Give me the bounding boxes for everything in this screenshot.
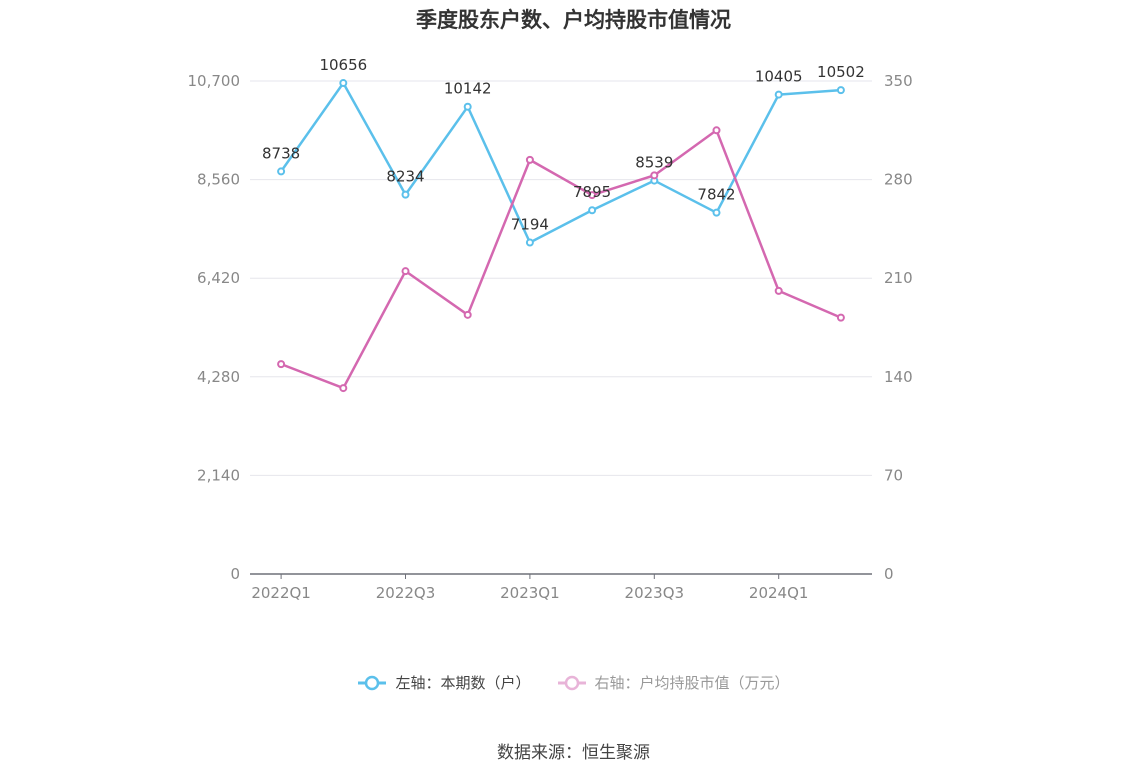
axes: 0 0 2,140 70 4,280 140 6,420 210 8,560 280 10,700 3… (188, 72, 913, 602)
data-label: 10502 (817, 63, 865, 81)
data-point-right (774, 286, 783, 295)
data-point-left (463, 102, 472, 111)
series-line-left (280, 81, 841, 244)
chart-canvas: 0 0 2,140 70 4,280 140 6,420 210 8,560 280 10,700 3… (188, 56, 913, 602)
data-label: 10405 (755, 68, 803, 86)
data-point-right (463, 310, 472, 319)
x-axis-tick-label: 2023Q3 (625, 584, 685, 602)
data-point-left (712, 208, 721, 217)
data-point-left (836, 86, 845, 95)
data-point-right (525, 155, 534, 164)
left-axis-tick-label: 2,140 (197, 466, 240, 484)
data-point-left (277, 167, 286, 176)
right-axis-tick-label: 70 (884, 466, 903, 484)
grid-lines (250, 80, 872, 476)
data-source: 数据来源：恒生聚源 (497, 743, 650, 763)
left-axis-tick-label: 4,280 (197, 368, 240, 386)
data-label: 10656 (319, 56, 367, 74)
right-axis-tick-label: 210 (884, 269, 913, 287)
right-axis-tick-label: 140 (884, 368, 913, 386)
right-axis-tick-label: 280 (884, 171, 913, 189)
legend-item-left-axis[interactable]: 左轴：本期数（户） (357, 672, 531, 693)
data-label: 7194 (511, 216, 549, 234)
left-axis-tick-label: 10,700 (188, 72, 241, 90)
data-label: 8738 (262, 144, 300, 162)
legend-right-label: 右轴：户均持股市值（万元） (594, 674, 790, 692)
legend-item-right-axis[interactable]: 右轴：户均持股市值（万元） (557, 672, 790, 693)
data-point-left (339, 79, 348, 88)
legend-left-marker-icon (358, 675, 387, 690)
right-axis-tick-label: 0 (884, 565, 894, 583)
legend-right-marker-icon (557, 675, 586, 690)
data-point-left (525, 238, 534, 247)
left-axis-tick-label: 6,420 (197, 269, 240, 287)
series-lines (277, 79, 845, 393)
chart-title: 季度股东户数、户均持股市值情况 (416, 8, 731, 32)
data-label: 10142 (444, 80, 492, 98)
right-axis-tick-label: 350 (884, 72, 913, 90)
data-label: 7842 (697, 186, 735, 204)
data-point-right (836, 313, 845, 322)
data-point-left (774, 90, 783, 99)
data-labels: 8738 10656 8234 10142 7194 7895 8539 7842 10405 1… (262, 56, 865, 234)
x-axis-tick-label: 2023Q1 (500, 584, 560, 602)
data-point-left (588, 206, 597, 215)
x-axis-tick-label: 2022Q3 (376, 584, 436, 602)
data-point-right (712, 126, 721, 135)
data-label: 7895 (573, 183, 611, 201)
left-axis-tick-label: 8,560 (197, 171, 240, 189)
series-line-right (280, 129, 842, 390)
left-axis-tick-label: 0 (230, 565, 240, 583)
data-point-right (588, 191, 597, 200)
legend-left-label: 左轴：本期数（户） (395, 674, 531, 692)
data-point-right (277, 360, 286, 369)
x-axis-tick-label: 2024Q1 (749, 584, 809, 602)
legend: 左轴：本期数（户） 右轴：户均持股市值（万元） (0, 672, 1147, 693)
data-point-left (401, 190, 410, 199)
data-label: 8539 (635, 154, 673, 172)
data-point-right (339, 384, 348, 393)
data-label: 8234 (386, 168, 424, 186)
data-point-right (650, 171, 659, 180)
data-point-right (401, 267, 410, 276)
x-axis-tick-label: 2022Q1 (251, 584, 311, 602)
